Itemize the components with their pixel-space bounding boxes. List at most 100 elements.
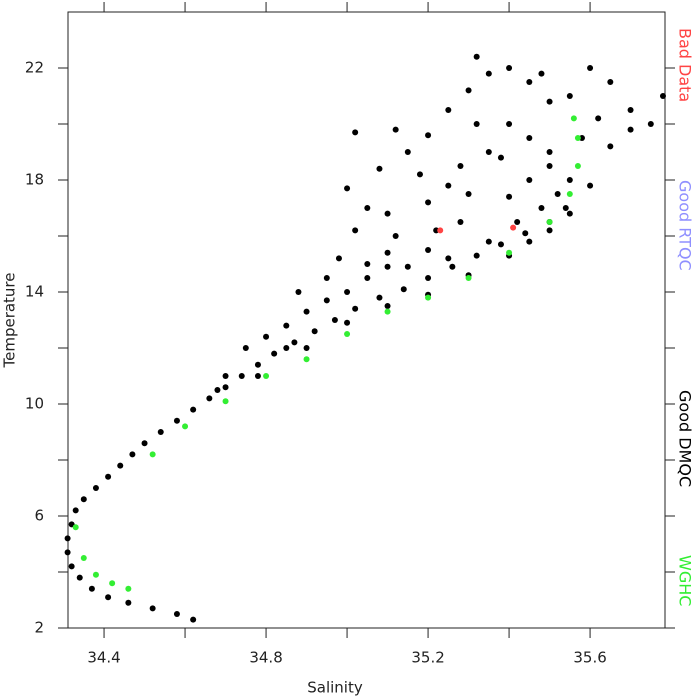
point xyxy=(190,616,197,623)
point xyxy=(566,177,573,183)
point xyxy=(323,297,330,304)
x-tick-label: 35.6 xyxy=(573,649,606,667)
y-tick-label: 10 xyxy=(25,395,44,413)
point xyxy=(659,93,666,99)
point xyxy=(254,361,261,368)
point xyxy=(72,524,79,531)
point xyxy=(546,98,553,105)
point xyxy=(125,599,132,606)
point xyxy=(485,238,492,245)
point xyxy=(64,535,71,542)
point xyxy=(562,205,569,211)
point xyxy=(364,205,371,211)
point xyxy=(526,177,533,183)
point xyxy=(554,191,561,197)
point xyxy=(607,143,614,150)
point xyxy=(425,294,432,301)
point xyxy=(538,205,545,211)
point xyxy=(566,210,573,217)
y-tick-label: 18 xyxy=(25,171,44,189)
point xyxy=(506,65,513,71)
point xyxy=(291,339,298,346)
point xyxy=(88,585,95,592)
point xyxy=(344,331,351,337)
point xyxy=(384,308,391,315)
point xyxy=(344,289,351,295)
legend-entry: Bad Data xyxy=(676,28,695,102)
point xyxy=(449,263,456,270)
x-tick-label: 34.4 xyxy=(87,649,120,667)
point xyxy=(80,555,87,561)
point xyxy=(392,233,399,239)
point xyxy=(485,149,492,155)
point xyxy=(376,165,383,172)
y-tick-label: 2 xyxy=(34,619,44,637)
point xyxy=(173,417,180,424)
y-tick-label: 14 xyxy=(25,283,44,301)
point xyxy=(238,373,245,379)
point xyxy=(574,135,581,141)
legend-entry: Good DMQC xyxy=(676,390,695,487)
point xyxy=(392,126,399,133)
point xyxy=(538,70,545,77)
point xyxy=(445,182,452,189)
point xyxy=(445,255,452,262)
point xyxy=(157,429,164,435)
point xyxy=(465,87,472,94)
point xyxy=(303,356,310,363)
point xyxy=(92,485,99,491)
point xyxy=(416,171,423,178)
point xyxy=(506,193,513,200)
point xyxy=(344,185,351,192)
point xyxy=(242,345,249,351)
point xyxy=(222,398,229,405)
point xyxy=(364,261,371,267)
point xyxy=(364,275,371,281)
point xyxy=(627,107,634,113)
point xyxy=(425,247,432,253)
point xyxy=(311,328,318,335)
point xyxy=(283,345,290,351)
x-tick-label: 34.8 xyxy=(249,649,282,667)
point xyxy=(526,238,533,245)
point xyxy=(141,440,148,447)
point xyxy=(497,241,504,248)
point xyxy=(404,149,411,155)
point xyxy=(627,126,634,133)
point xyxy=(331,317,338,323)
point xyxy=(352,227,359,234)
point xyxy=(595,115,602,122)
point xyxy=(457,163,464,169)
point xyxy=(214,387,221,393)
point xyxy=(384,263,391,270)
point xyxy=(125,585,132,592)
point xyxy=(506,249,513,256)
point xyxy=(546,227,553,234)
point xyxy=(283,322,290,329)
point xyxy=(117,462,124,469)
point xyxy=(425,132,432,139)
point xyxy=(566,191,573,197)
point xyxy=(105,473,112,480)
point xyxy=(546,149,553,155)
point xyxy=(206,395,213,402)
point xyxy=(457,219,464,225)
point xyxy=(384,210,391,217)
point xyxy=(506,121,513,127)
point xyxy=(510,224,517,231)
legend-entry: WGHC xyxy=(676,555,695,606)
point xyxy=(437,227,444,234)
point xyxy=(607,79,614,85)
x-axis-label: Salinity xyxy=(307,679,363,697)
point xyxy=(303,345,310,351)
point xyxy=(546,163,553,169)
point xyxy=(384,249,391,256)
y-tick-label: 6 xyxy=(34,507,44,525)
point xyxy=(64,549,71,556)
y-tick-label: 22 xyxy=(25,59,44,77)
point xyxy=(149,451,156,458)
point xyxy=(352,129,359,136)
point xyxy=(473,121,480,127)
point xyxy=(647,121,654,127)
